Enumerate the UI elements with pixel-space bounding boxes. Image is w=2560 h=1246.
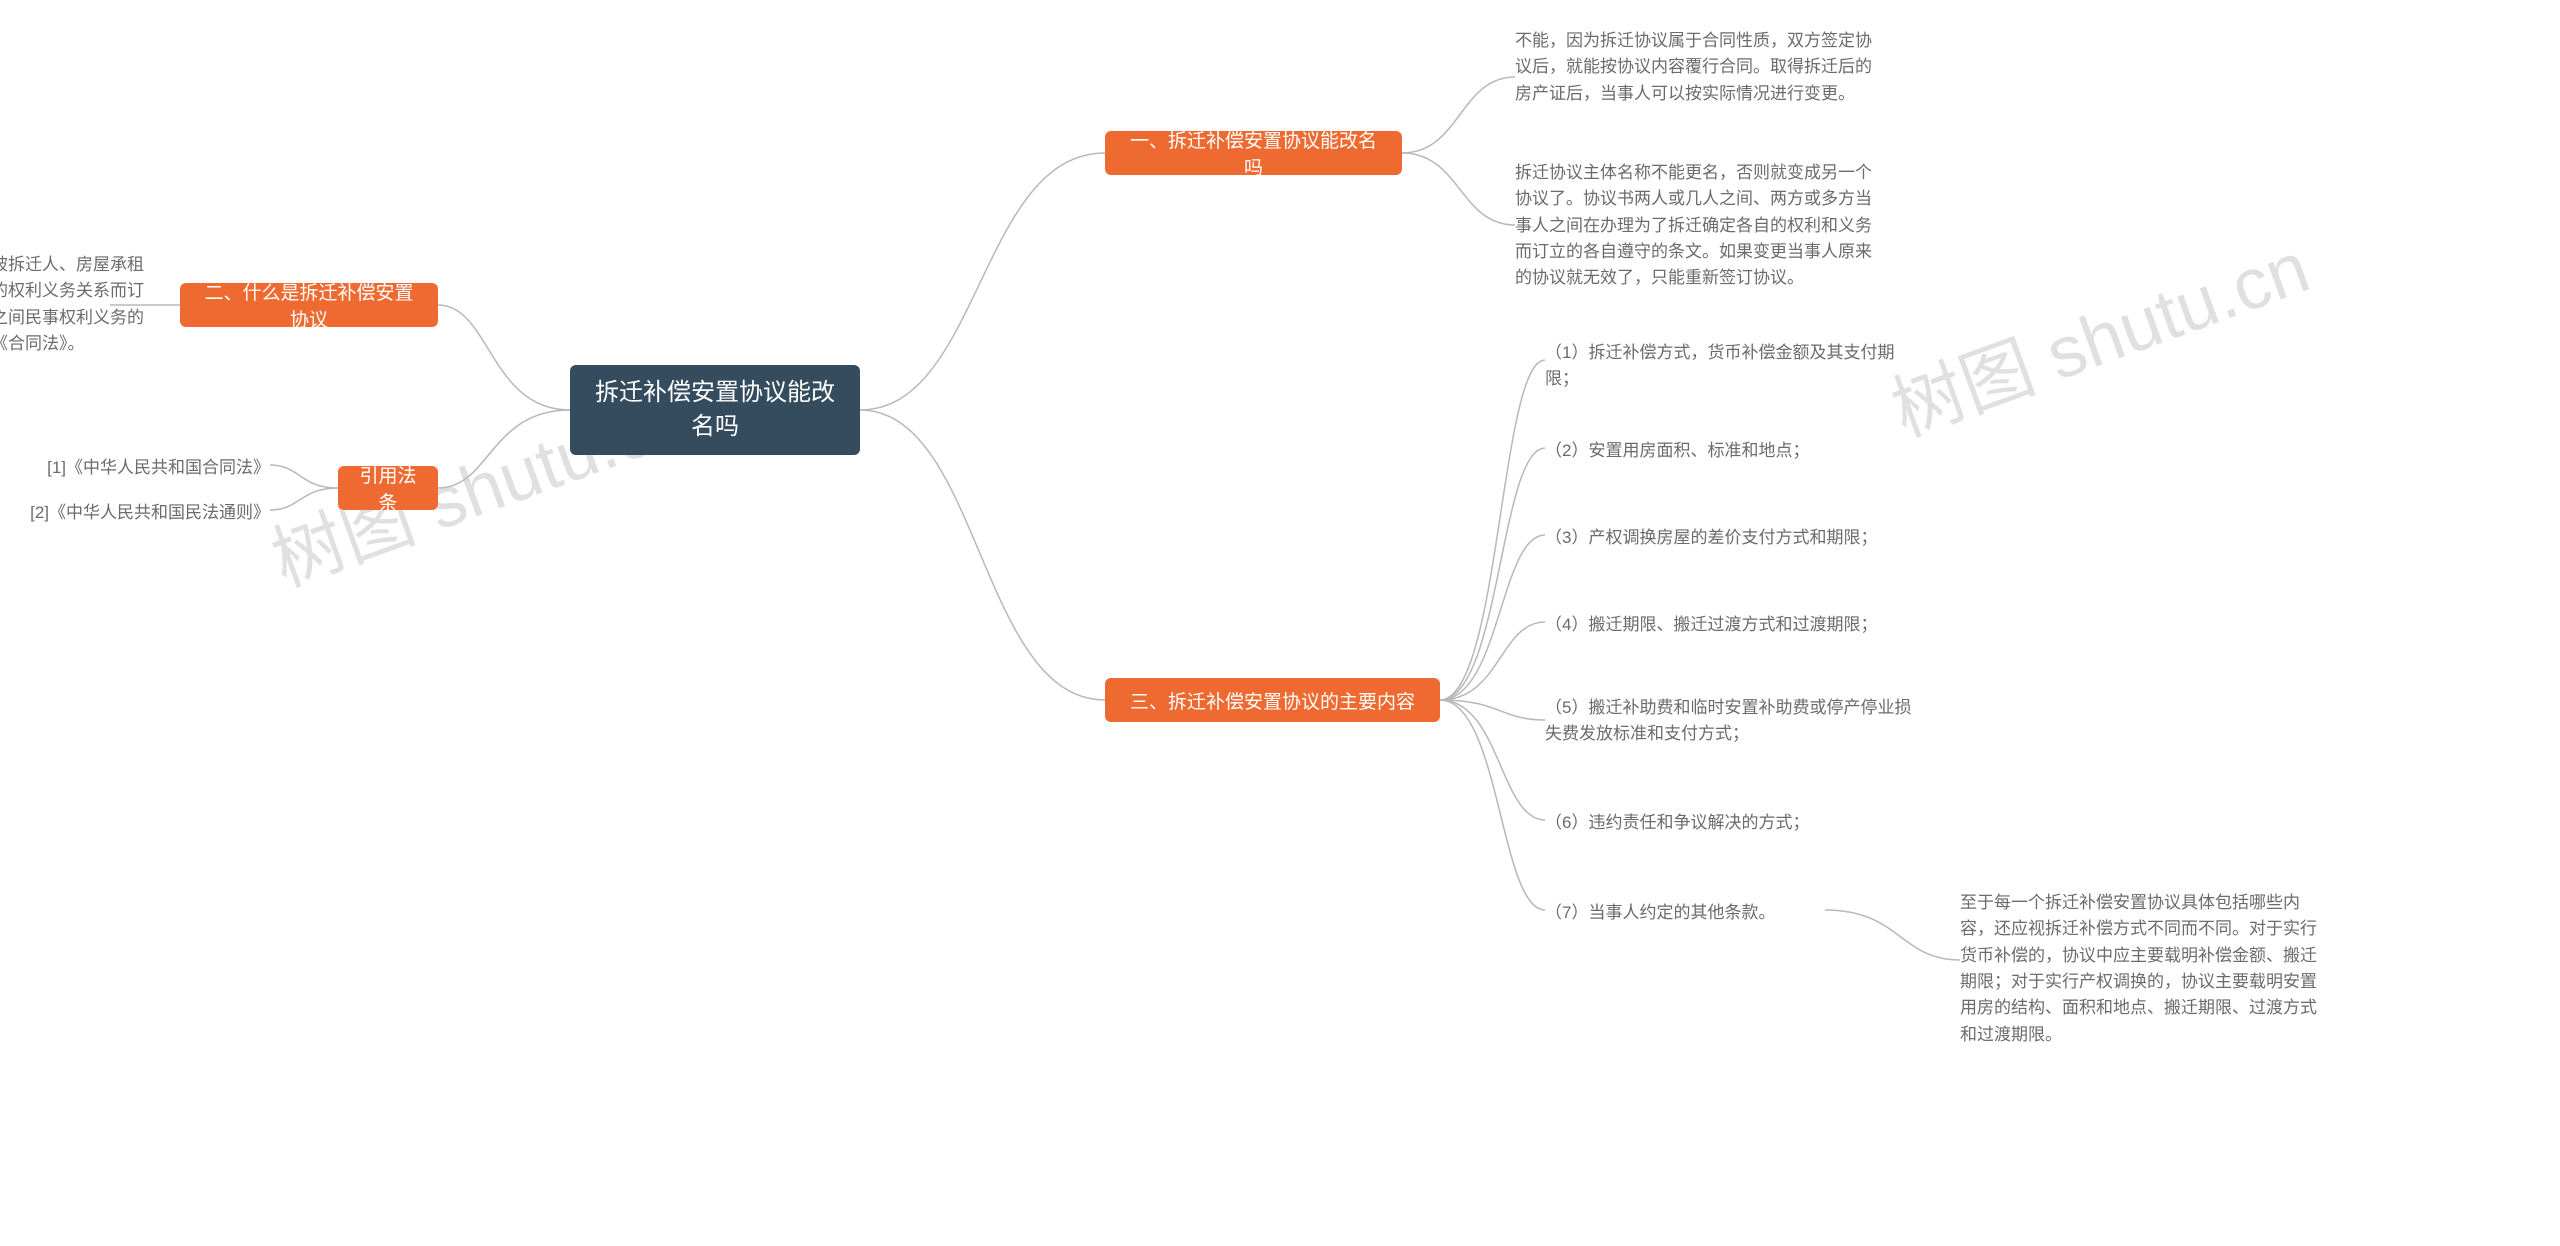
- branch-node: 三、拆迁补偿安置协议的主要内容: [1105, 678, 1440, 722]
- leaf-text: （4）搬迁期限、搬迁过渡方式和过渡期限；: [1545, 612, 1915, 638]
- root-label: 拆迁补偿安置协议能改名吗: [586, 376, 844, 443]
- watermark: 树图 shutu.cn: [1875, 209, 2321, 457]
- leaf-text: 拆迁补偿安置协议是拆迁人与被拆迁人、房屋承租人为明确房屋拆迁补偿安置中的权利义务…: [0, 252, 160, 357]
- leaf-text: （5）搬迁补助费和临时安置补助费或停产停业损失费发放标准和支付方式；: [1545, 695, 1915, 748]
- branch-label: 引用法条: [354, 461, 422, 515]
- branch-node: 二、什么是拆迁补偿安置协议: [180, 283, 438, 327]
- branch-node: 引用法条: [338, 466, 438, 510]
- leaf-text: 拆迁协议主体名称不能更名，否则就变成另一个协议了。协议书两人或几人之间、两方或多…: [1515, 160, 1885, 292]
- leaf-text: [2]《中华人民共和国民法通则》: [20, 500, 270, 526]
- connector-lines: [0, 0, 2560, 1246]
- branch-node: 一、拆迁补偿安置协议能改名吗: [1105, 131, 1402, 175]
- leaf-text: （1）拆迁补偿方式，货币补偿金额及其支付期限；: [1545, 340, 1915, 393]
- leaf-text: （2）安置用房面积、标准和地点；: [1545, 438, 1915, 464]
- leaf-text: （7）当事人约定的其他条款。: [1545, 900, 1825, 926]
- leaf-text: [1]《中华人民共和国合同法》: [20, 455, 270, 481]
- branch-label: 二、什么是拆迁补偿安置协议: [196, 278, 422, 332]
- root-node: 拆迁补偿安置协议能改名吗: [570, 365, 860, 455]
- leaf-text: （6）违约责任和争议解决的方式；: [1545, 810, 1915, 836]
- branch-label: 一、拆迁补偿安置协议能改名吗: [1121, 126, 1386, 180]
- leaf-subtext: 至于每一个拆迁补偿安置协议具体包括哪些内容，还应视拆迁补偿方式不同而不同。对于实…: [1960, 890, 2330, 1048]
- branch-label: 三、拆迁补偿安置协议的主要内容: [1130, 687, 1415, 714]
- leaf-text: 不能，因为拆迁协议属于合同性质，双方签定协议后，就能按协议内容覆行合同。取得拆迁…: [1515, 28, 1885, 107]
- leaf-text: （3）产权调换房屋的差价支付方式和期限；: [1545, 525, 1915, 551]
